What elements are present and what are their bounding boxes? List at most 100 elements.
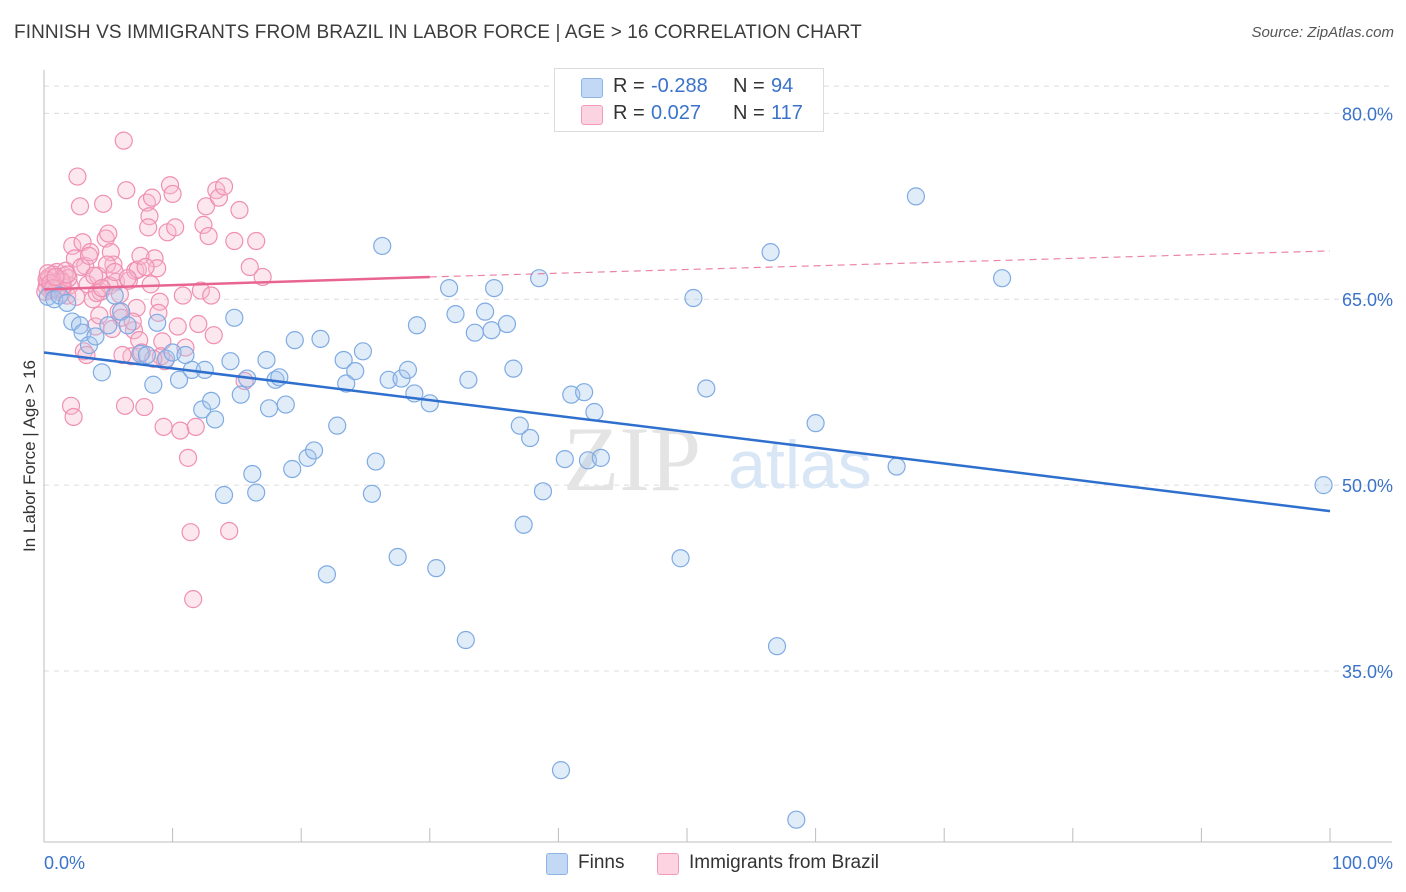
brazil-point <box>70 197 90 216</box>
finns-point <box>346 362 365 381</box>
brazil-point <box>214 177 234 196</box>
finns-point <box>446 305 465 324</box>
source-credit: Source: ZipAtlas.com <box>1251 24 1394 41</box>
brazil-point <box>154 417 173 436</box>
chart-title: FINNISH VS IMMIGRANTS FROM BRAZIL IN LAB… <box>14 22 862 43</box>
finns-point <box>591 448 610 467</box>
finns-point <box>137 345 156 365</box>
finns-point <box>317 565 337 584</box>
trend-lines <box>43 250 1331 513</box>
axes <box>43 70 1392 843</box>
finns-point <box>92 363 111 382</box>
legend-r-label: R = <box>613 75 645 97</box>
x-tick-label: 100.0% <box>1332 853 1393 873</box>
series-finns-points <box>38 187 1333 829</box>
finns-point <box>407 316 427 335</box>
x-tick-label: 0.0% <box>44 853 85 873</box>
finns-point <box>420 394 439 413</box>
y-tick-label: 80.0% <box>1342 104 1393 124</box>
finns-point <box>118 316 137 335</box>
finns-point <box>575 383 594 402</box>
finns-point <box>767 637 787 656</box>
brazil-point <box>220 521 239 541</box>
finns-point <box>398 360 418 379</box>
brazil-point <box>58 265 77 284</box>
brazil-point <box>90 306 109 325</box>
finns-point <box>169 370 189 389</box>
y-tick-label: 50.0% <box>1342 476 1393 496</box>
series-brazil-points <box>36 131 272 609</box>
finns-point <box>388 547 407 567</box>
legend-n-label: N = <box>733 102 765 124</box>
brazil-point <box>191 281 210 300</box>
brazil-point <box>189 314 208 334</box>
finns-point <box>131 344 150 363</box>
brazil-point <box>118 269 137 288</box>
finns-point <box>514 515 533 534</box>
finns-point <box>806 414 825 433</box>
brazil-point <box>113 345 132 365</box>
finns-point <box>887 457 906 476</box>
finns-point <box>475 302 495 321</box>
legend-label-brazil: Immigrants from Brazil <box>689 852 880 873</box>
legend-r-value: 0.027 <box>651 102 702 124</box>
finns-point <box>195 360 214 379</box>
brazil-point <box>117 181 136 200</box>
finns-point <box>459 370 478 389</box>
finns-point <box>1314 476 1333 495</box>
finns-point <box>259 399 279 418</box>
legend-swatch-brazil <box>657 853 679 875</box>
brazil-point <box>137 193 156 212</box>
finns-point <box>247 483 266 502</box>
finns-point <box>304 441 324 460</box>
finns-point <box>497 314 517 334</box>
brazil-point <box>240 257 259 277</box>
finns-point <box>456 630 475 650</box>
finns-point <box>202 391 221 410</box>
finns-point <box>99 316 118 335</box>
brazil-point <box>68 167 87 186</box>
finns-point <box>555 449 574 469</box>
brazil-point <box>168 317 187 336</box>
brazil-point <box>97 255 117 274</box>
brazil-point <box>46 267 65 287</box>
legend-n-value: 117 <box>771 102 803 124</box>
finns-point <box>992 269 1012 288</box>
brazil-point <box>99 224 118 243</box>
finns-point <box>105 286 124 305</box>
legend-r-value: -0.288 <box>651 75 708 97</box>
finns-point <box>671 549 690 568</box>
tick-labels: 80.0% 65.0% 50.0% 35.0% 0.0% 100.0% In Labor F… <box>20 104 1393 873</box>
finns-point <box>551 761 571 780</box>
finns-point <box>86 327 105 346</box>
finns-point <box>50 286 69 305</box>
brazil-point <box>204 326 223 345</box>
finns-point <box>221 352 240 371</box>
legend-swatch-finns <box>581 78 603 98</box>
finns-point <box>533 482 553 501</box>
finns-point <box>504 359 523 378</box>
brazil-point <box>96 229 115 248</box>
finns-point <box>144 375 163 394</box>
brazil-point <box>199 226 218 246</box>
brazil-point <box>131 246 150 265</box>
brazil-point <box>79 246 99 265</box>
brazil-point <box>178 448 198 467</box>
brazil-point <box>141 275 160 294</box>
brazil-point <box>186 417 205 436</box>
legend-swatch-finns <box>546 853 568 875</box>
brazil-point <box>64 407 83 427</box>
finns-point <box>243 464 262 484</box>
brazil-point <box>139 218 158 237</box>
watermark: ZIP atlas <box>563 408 872 510</box>
finns-point <box>379 370 398 389</box>
finns-point <box>482 321 501 340</box>
correlation-legend: R = -0.288 N = 94 R = 0.027 N = 117 <box>554 68 824 132</box>
finns-point <box>684 288 703 308</box>
legend-label-finns: Finns <box>578 852 625 873</box>
finns-point <box>585 402 604 422</box>
finns-point <box>353 342 373 361</box>
brazil-point <box>135 397 154 417</box>
finns-point <box>906 187 926 206</box>
